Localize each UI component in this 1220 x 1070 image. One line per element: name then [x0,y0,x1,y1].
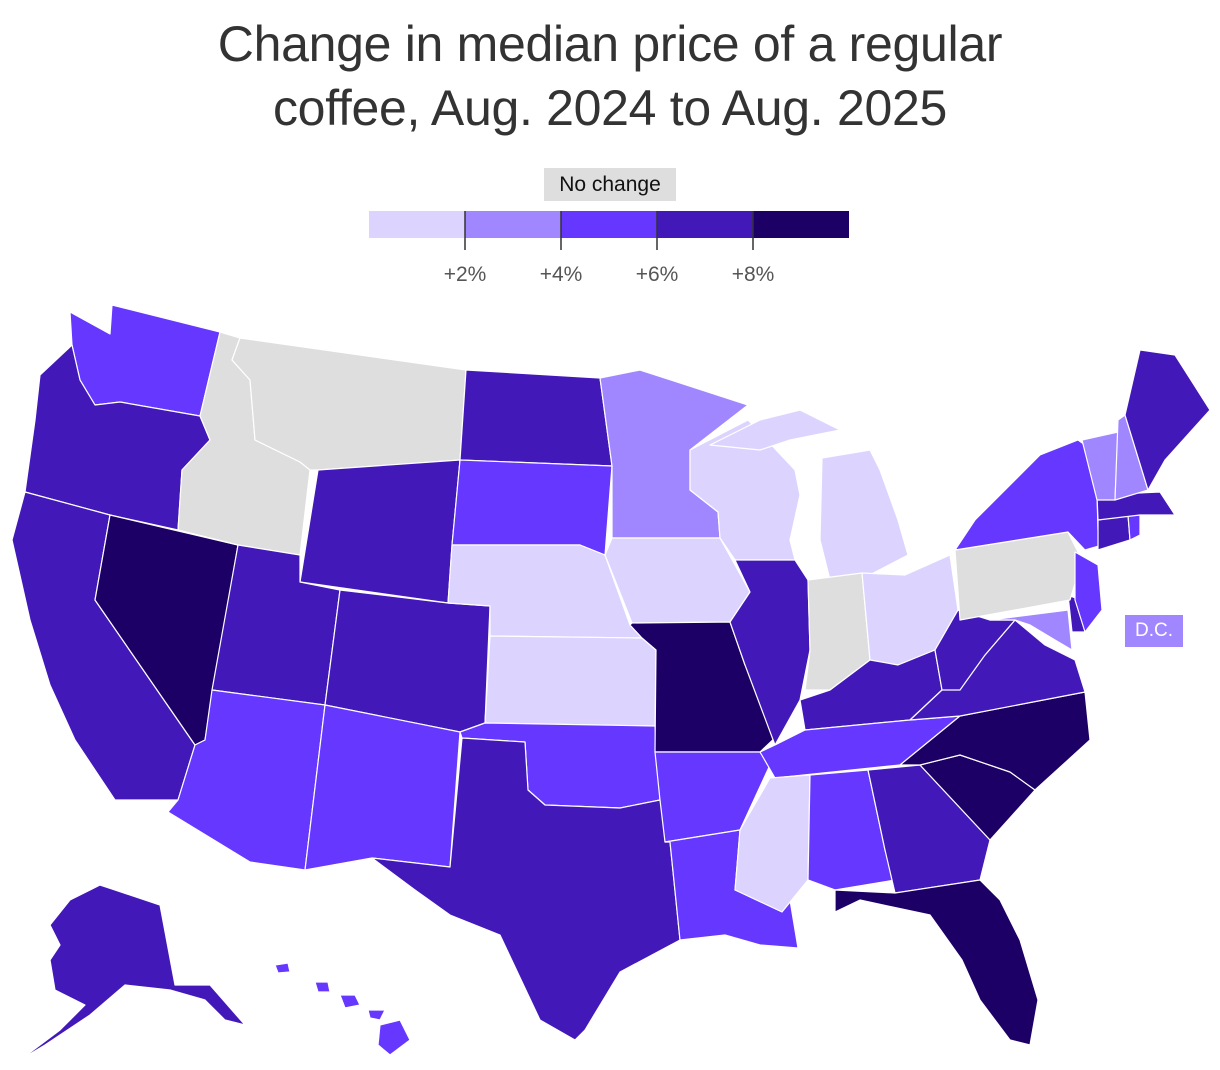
legend-color-scale: +2% +4% +6% +8% [369,211,849,286]
state-wa [69,304,221,417]
state-hi [274,962,411,1056]
us-choropleth-map [11,304,1211,1061]
state-ak [19,884,246,1061]
chart-title: Change in median price of a regular coff… [0,12,1220,140]
legend-tick-label: +6% [636,263,679,286]
state-fl [834,879,1039,1046]
state-nm [304,704,461,871]
legend-tick-label: +8% [732,263,775,286]
title-line-1: Change in median price of a regular [217,16,1003,72]
state-tx [371,737,681,1041]
state-nc [899,691,1091,791]
state-me [1124,349,1211,491]
dc-label: D.C. [1125,615,1183,647]
legend-swatch-2 [465,211,561,238]
state-nj [1074,551,1103,633]
legend-tick-label: +4% [540,263,583,286]
state-ri [1127,514,1141,541]
legend-swatch-5 [753,211,849,238]
state-mi [709,409,909,581]
state-nd [459,369,613,467]
state-ct [1097,514,1131,551]
legend-swatch-1 [369,211,465,238]
legend-swatch-4 [657,211,753,238]
state-il [729,559,811,746]
legend-tick-label: +2% [444,263,487,286]
state-sd [451,459,613,556]
state-ks [484,635,657,727]
legend-no-change: No change [544,168,676,201]
state-wy [299,459,461,604]
legend-swatch-3 [561,211,657,238]
title-line-2: coffee, Aug. 2024 to Aug. 2025 [272,80,947,136]
state-md [989,609,1073,651]
